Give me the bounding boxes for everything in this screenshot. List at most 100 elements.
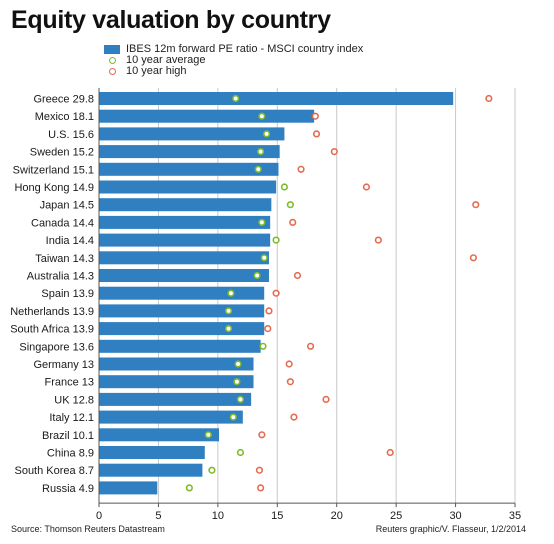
chart-title: Equity valuation by country — [11, 6, 331, 34]
legend-high-marker-icon — [109, 68, 116, 75]
avg-marker — [232, 94, 240, 103]
x-tick-label: 20 — [331, 510, 343, 522]
high-marker — [290, 413, 298, 421]
avg-marker — [260, 254, 268, 262]
avg-marker — [229, 413, 237, 421]
high-marker — [312, 130, 321, 138]
category-label: Greece 29.8 — [33, 94, 94, 106]
bar — [99, 481, 158, 495]
bar — [99, 215, 271, 229]
legend-pe-ratio-label: IBES 12m forward PE ratio - MSCI country… — [126, 43, 364, 55]
high-marker — [330, 148, 338, 156]
x-tick-label: 15 — [271, 510, 283, 522]
category-label: Russia 4.9 — [42, 483, 94, 495]
avg-marker — [257, 148, 265, 156]
x-tick-label: 35 — [509, 510, 521, 522]
bar — [99, 410, 243, 424]
high-marker — [289, 218, 297, 226]
bar — [99, 463, 203, 477]
legend-10yr-average-label: 10 year average — [126, 54, 206, 66]
high-marker — [293, 271, 302, 280]
legend-bar-swatch — [104, 45, 120, 54]
avg-marker — [227, 289, 235, 297]
high-marker — [469, 254, 478, 262]
bar — [99, 162, 279, 176]
bar — [99, 339, 261, 353]
avg-marker — [286, 201, 294, 209]
avg-marker — [280, 183, 289, 191]
bar — [99, 304, 265, 318]
x-tick-label: 10 — [212, 510, 224, 522]
avg-marker — [208, 466, 216, 474]
category-label: Italy 12.1 — [49, 412, 94, 424]
category-label: France 13 — [44, 377, 94, 389]
avg-marker — [224, 325, 233, 333]
category-label: Switzerland 15.1 — [13, 164, 94, 176]
bar — [99, 92, 454, 105]
bar — [99, 428, 220, 442]
x-tick-label: 5 — [155, 510, 161, 522]
bar — [99, 286, 265, 300]
high-marker — [255, 466, 264, 474]
bar — [99, 180, 277, 194]
bar — [99, 269, 269, 282]
high-marker — [258, 431, 266, 439]
avg-marker — [259, 342, 267, 350]
category-label: Sweden 15.2 — [30, 147, 94, 159]
category-label: China 8.9 — [47, 448, 94, 460]
legend-10yr-high-label: 10 year high — [126, 65, 187, 77]
category-label: Mexico 18.1 — [35, 111, 94, 123]
category-label: India 14.4 — [46, 235, 94, 247]
category-label: Germany 13 — [33, 359, 94, 371]
high-marker — [386, 448, 394, 457]
high-marker — [322, 395, 330, 404]
category-label: Spain 13.9 — [41, 288, 94, 300]
high-marker — [285, 360, 293, 368]
category-label: South Korea 8.7 — [14, 465, 94, 477]
high-marker — [311, 112, 319, 120]
high-marker — [374, 236, 382, 244]
category-label: Taiwan 14.3 — [35, 253, 94, 265]
avg-marker — [254, 165, 262, 173]
category-label: Japan 14.5 — [40, 200, 94, 212]
avg-marker — [233, 378, 241, 386]
avg-marker — [236, 395, 245, 404]
bar — [99, 375, 254, 389]
credit-note: Reuters graphic/V. Flasseur, 1/2/2014 — [375, 524, 526, 534]
bar — [99, 251, 269, 265]
high-marker — [306, 342, 315, 350]
avg-marker — [272, 236, 280, 244]
high-marker — [257, 484, 265, 492]
avg-marker — [234, 360, 242, 368]
avg-marker — [185, 484, 193, 492]
avg-marker — [253, 271, 261, 280]
legend-item-10yr-average: 10 year average — [104, 55, 363, 66]
category-label: Canada 14.4 — [31, 217, 94, 229]
high-marker — [286, 378, 294, 386]
high-marker — [272, 289, 280, 297]
category-label: UK 12.8 — [54, 394, 94, 406]
category-label: U.S. 15.6 — [48, 129, 94, 141]
bar — [99, 109, 315, 123]
category-label: Hong Kong 14.9 — [14, 182, 94, 194]
legend-avg-marker-icon — [109, 57, 116, 64]
avg-marker — [204, 431, 212, 439]
high-marker — [362, 183, 371, 191]
category-label: South Africa 13.9 — [10, 324, 94, 336]
avg-marker — [258, 218, 266, 226]
bar — [99, 357, 254, 371]
legend: IBES 12m forward PE ratio - MSCI country… — [104, 44, 363, 77]
legend-item-pe-ratio: IBES 12m forward PE ratio - MSCI country… — [104, 44, 363, 55]
category-label: Netherlands 13.9 — [10, 306, 94, 318]
high-marker — [472, 201, 480, 209]
bar — [99, 233, 271, 247]
bar — [99, 198, 272, 212]
high-marker — [265, 307, 273, 315]
bar — [99, 127, 285, 141]
high-marker — [264, 325, 272, 333]
x-tick-label: 0 — [96, 510, 102, 522]
category-label: Singapore 13.6 — [19, 341, 94, 353]
avg-marker — [258, 112, 266, 120]
legend-item-10yr-high: 10 year high — [104, 66, 363, 77]
